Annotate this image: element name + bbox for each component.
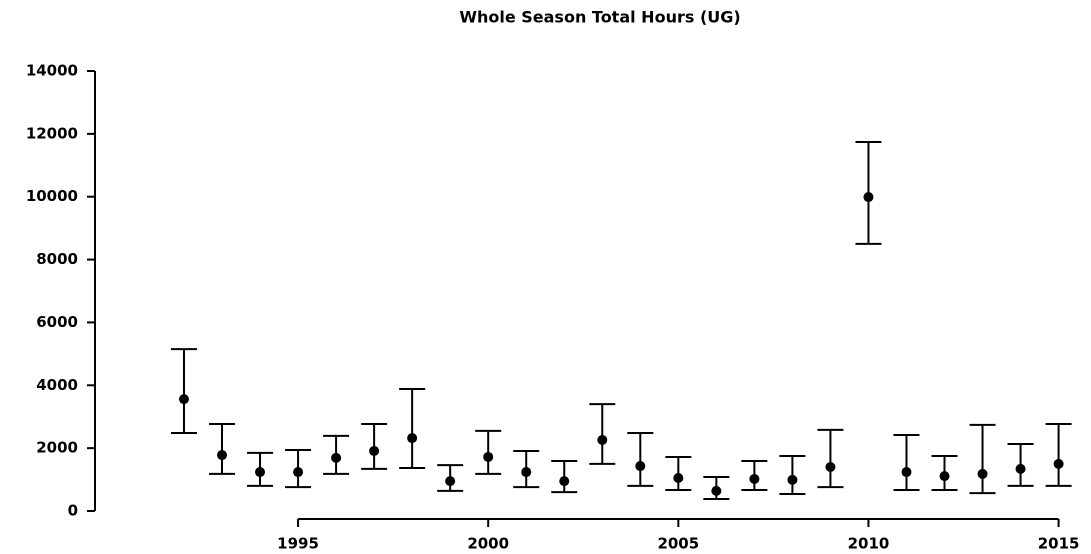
point bbox=[635, 461, 646, 472]
point bbox=[559, 476, 570, 487]
x-tick-label: 1995 bbox=[277, 535, 319, 553]
point bbox=[1053, 458, 1064, 469]
point bbox=[825, 462, 836, 472]
point bbox=[178, 394, 189, 405]
point bbox=[1015, 463, 1026, 474]
point bbox=[939, 471, 950, 482]
point bbox=[521, 467, 532, 478]
point bbox=[749, 473, 760, 484]
point bbox=[255, 467, 266, 478]
y-tick-label: 0 bbox=[68, 502, 78, 520]
y-tick-label: 4000 bbox=[36, 376, 78, 394]
y-tick-label: 2000 bbox=[36, 439, 78, 457]
x-tick-label: 2015 bbox=[1038, 535, 1080, 553]
y-tick-label: 10000 bbox=[26, 187, 78, 205]
chart-title: Whole Season Total Hours (UG) bbox=[459, 8, 740, 27]
x-tick-label: 2005 bbox=[657, 535, 699, 553]
point bbox=[407, 433, 418, 444]
point bbox=[787, 474, 798, 485]
point bbox=[369, 445, 380, 456]
point bbox=[331, 452, 342, 463]
y-tick-label: 14000 bbox=[26, 62, 78, 80]
point bbox=[597, 434, 608, 445]
point bbox=[977, 468, 988, 479]
y-tick-label: 8000 bbox=[36, 250, 78, 268]
point bbox=[293, 467, 304, 478]
point bbox=[863, 192, 874, 203]
point bbox=[673, 473, 684, 483]
point bbox=[901, 467, 912, 478]
y-tick-label: 6000 bbox=[36, 313, 78, 331]
point bbox=[711, 485, 722, 496]
point bbox=[483, 451, 494, 462]
point bbox=[217, 450, 228, 461]
x-tick-label: 2010 bbox=[848, 535, 890, 553]
y-tick-label: 12000 bbox=[26, 124, 78, 142]
point bbox=[445, 476, 456, 487]
x-tick-label: 2000 bbox=[467, 535, 509, 553]
